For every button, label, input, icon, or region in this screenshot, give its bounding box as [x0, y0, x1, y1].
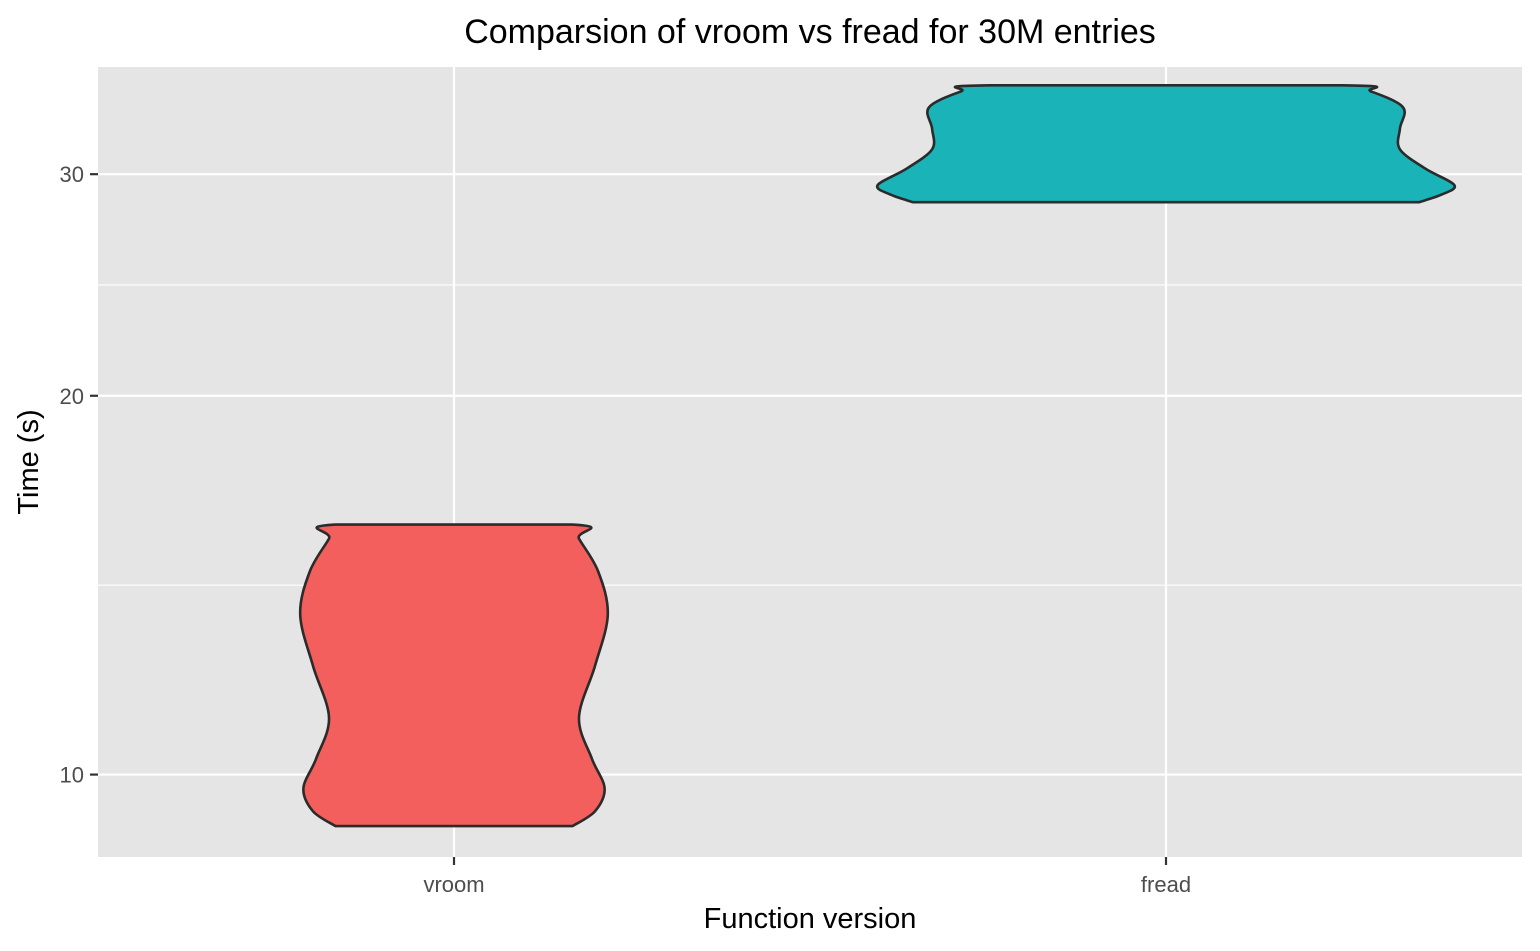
y-tick-label: 20	[60, 384, 84, 409]
chart-title: Comparsion of vroom vs fread for 30M ent…	[464, 13, 1156, 51]
y-tick-label: 30	[60, 162, 84, 187]
x-tick-label: vroom	[423, 872, 484, 897]
y-axis: 10 20 30	[60, 162, 98, 788]
y-tick-label: 10	[60, 763, 84, 788]
violins	[298, 83, 1457, 828]
x-axis: vroom fread	[423, 857, 1191, 897]
violin-fread	[875, 83, 1457, 204]
y-axis-title: Time (s)	[13, 409, 45, 514]
x-tick-label: fread	[1141, 872, 1191, 897]
violin-vroom	[298, 523, 610, 828]
x-axis-title: Function version	[704, 903, 917, 935]
